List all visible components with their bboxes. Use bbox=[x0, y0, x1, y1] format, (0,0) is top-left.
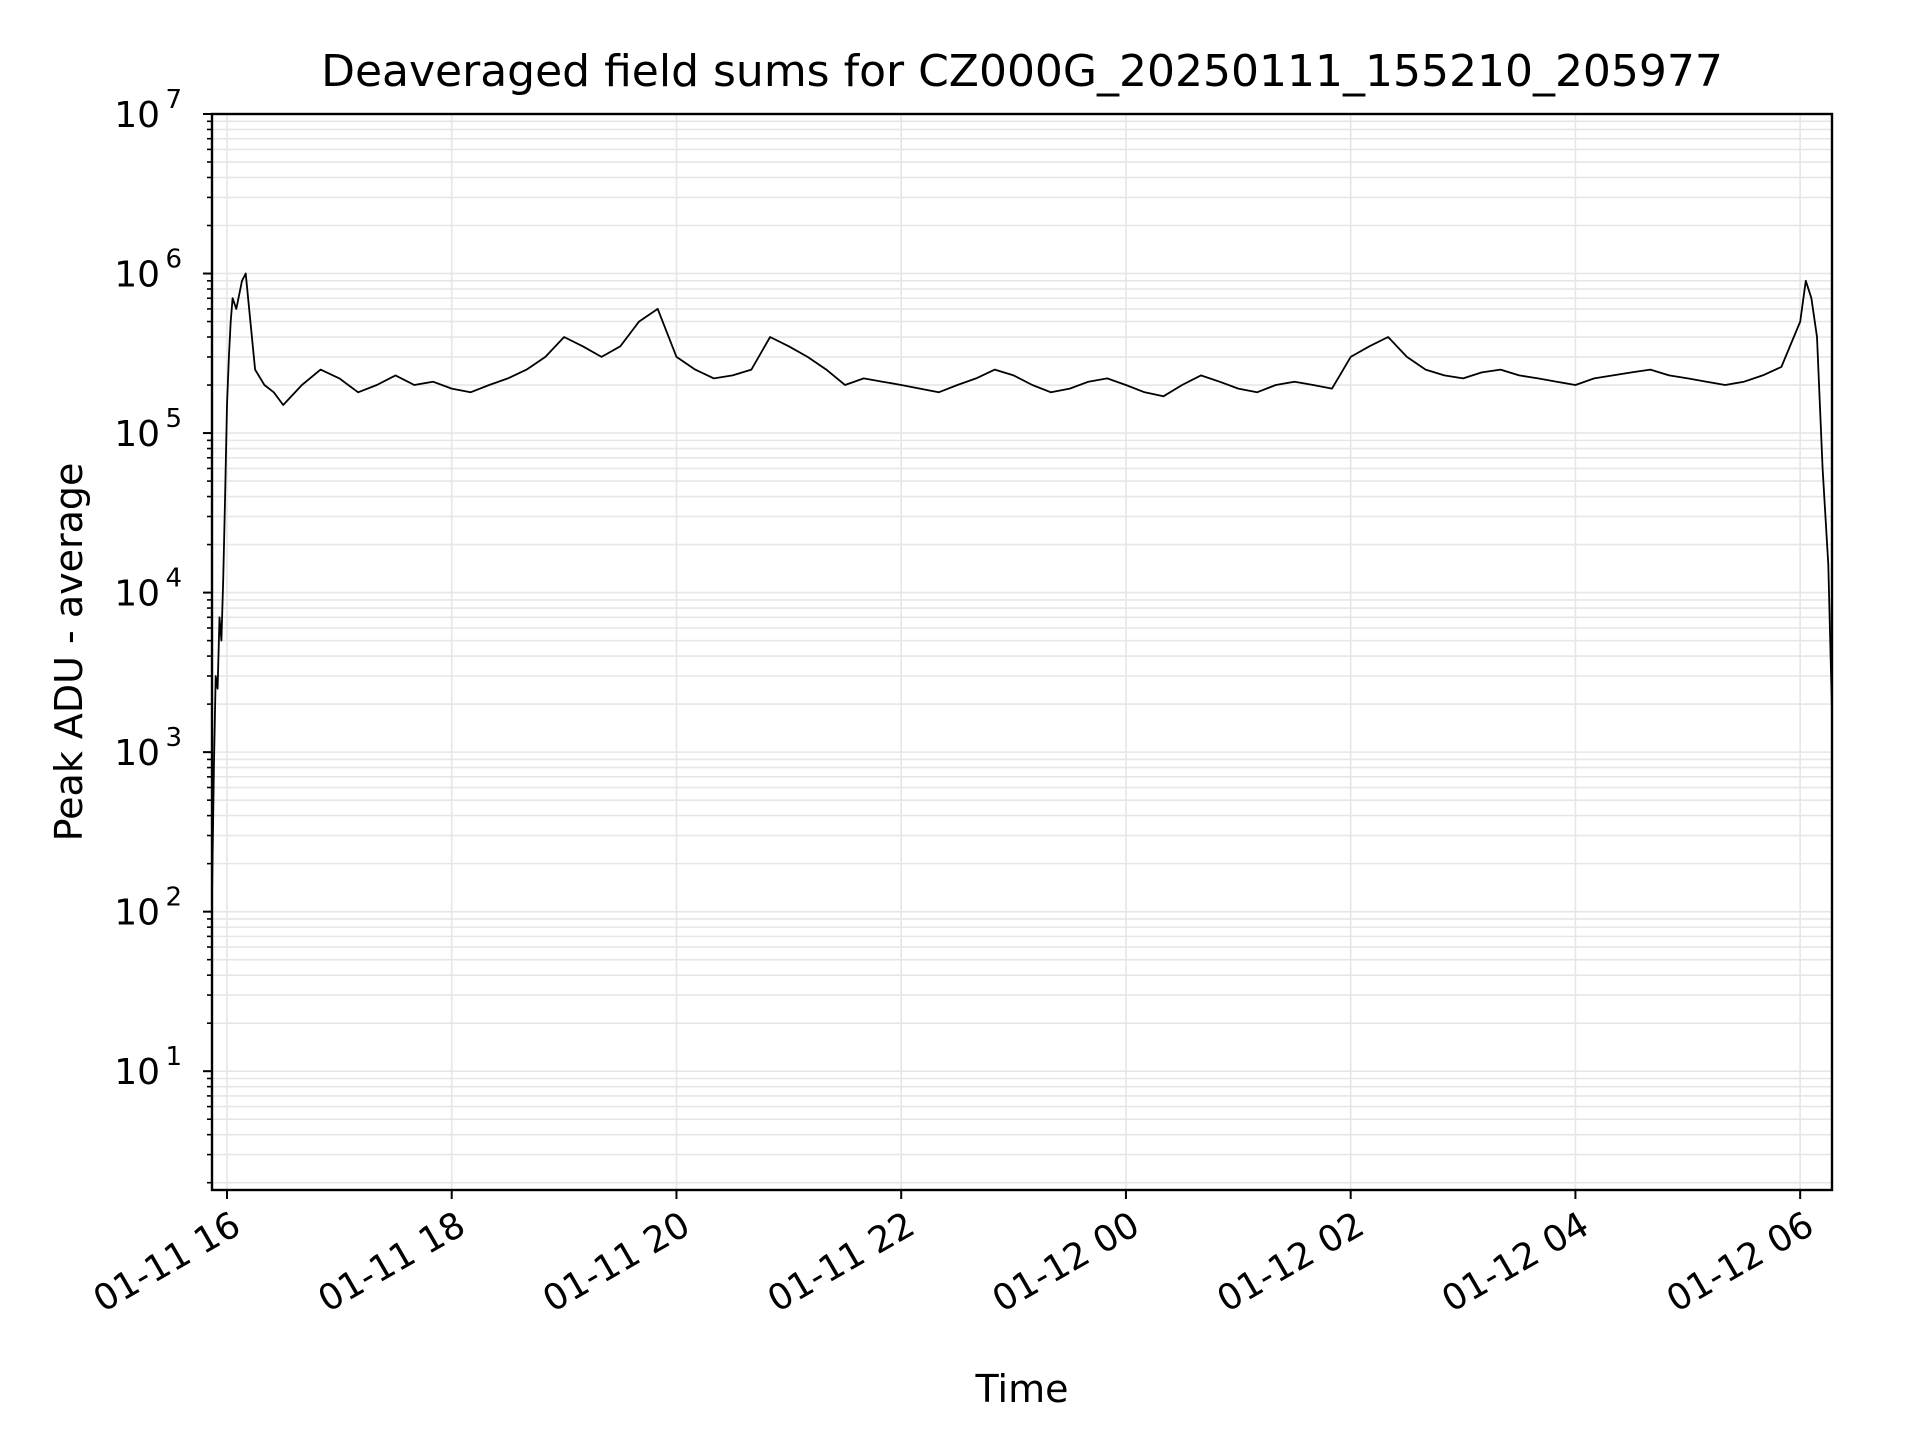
y-tick-exponent: 7 bbox=[165, 85, 182, 115]
y-tick-label: 10 bbox=[114, 1052, 160, 1093]
y-tick-label: 10 bbox=[114, 95, 160, 136]
chart-title: Deaveraged field sums for CZ000G_2025011… bbox=[321, 46, 1723, 97]
y-tick-label: 10 bbox=[114, 414, 160, 455]
y-axis-label: Peak ADU - average bbox=[47, 463, 91, 842]
y-tick-exponent: 5 bbox=[165, 404, 182, 434]
plot-frame bbox=[210, 112, 1834, 1192]
y-tick-label: 10 bbox=[114, 893, 160, 934]
y-tick-exponent: 6 bbox=[165, 245, 182, 275]
grid bbox=[212, 113, 1832, 1190]
y-tick-label: 10 bbox=[114, 574, 160, 615]
y-tick-exponent: 4 bbox=[165, 564, 182, 594]
y-tick-exponent: 1 bbox=[165, 1042, 182, 1072]
series-layer bbox=[211, 272, 1833, 900]
y-tick-label: 10 bbox=[114, 255, 160, 296]
x-axis-label: Time bbox=[975, 1367, 1069, 1411]
y-tick-label: 10 bbox=[114, 733, 160, 774]
y-tick-exponent: 2 bbox=[165, 883, 182, 913]
y-tick-exponent: 3 bbox=[165, 723, 182, 753]
series-line bbox=[211, 272, 1833, 900]
